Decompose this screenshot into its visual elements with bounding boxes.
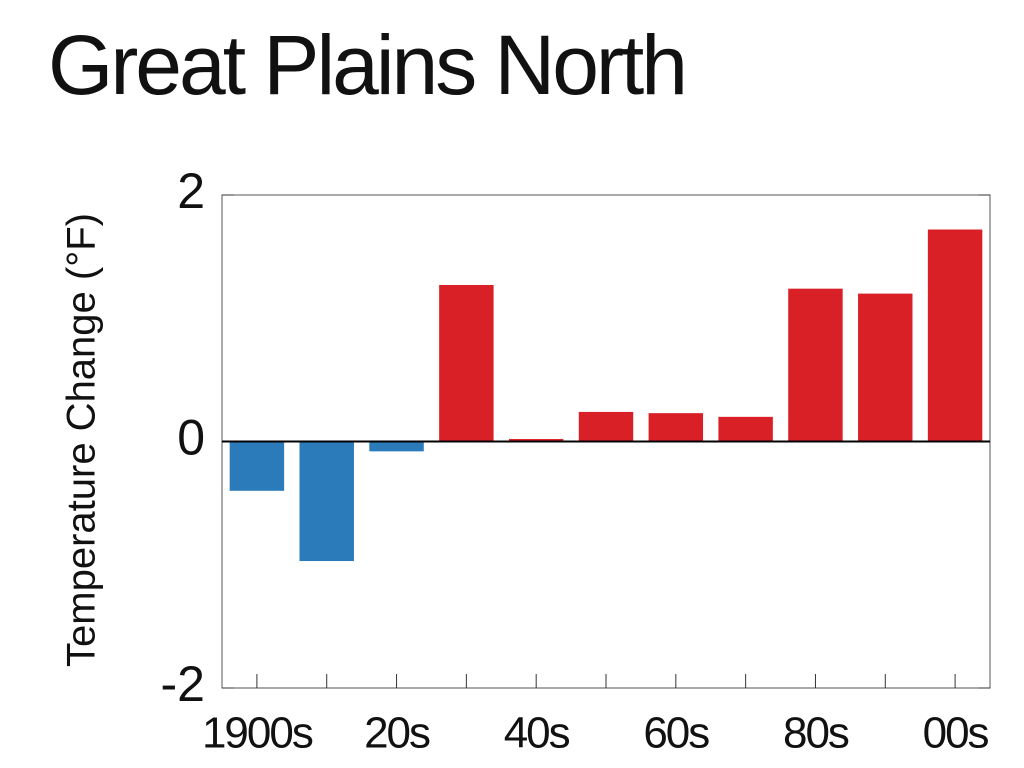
bar bbox=[858, 293, 913, 442]
bar bbox=[369, 441, 424, 452]
y-tick-label: 2 bbox=[177, 163, 205, 219]
y-tick-label: 0 bbox=[177, 410, 205, 466]
x-tick-label: 60s bbox=[643, 709, 709, 758]
bar bbox=[439, 284, 494, 442]
bar bbox=[718, 416, 773, 442]
x-tick-label: 20s bbox=[364, 709, 430, 758]
chart-title: Great Plains North bbox=[48, 18, 685, 112]
bar bbox=[578, 411, 634, 442]
bar bbox=[508, 439, 564, 442]
bar bbox=[299, 441, 354, 562]
x-tick-label: 40s bbox=[504, 709, 570, 758]
x-tick-label: 00s bbox=[923, 709, 989, 758]
x-tick-label: 1900s bbox=[202, 709, 313, 758]
bar bbox=[648, 413, 704, 442]
bar bbox=[927, 229, 983, 442]
y-axis-label: Temperature Change (°F) bbox=[60, 213, 104, 667]
y-tick-label: -2 bbox=[161, 656, 205, 712]
bar bbox=[788, 288, 843, 442]
x-tick-label: 80s bbox=[783, 709, 849, 758]
bar bbox=[229, 441, 285, 491]
